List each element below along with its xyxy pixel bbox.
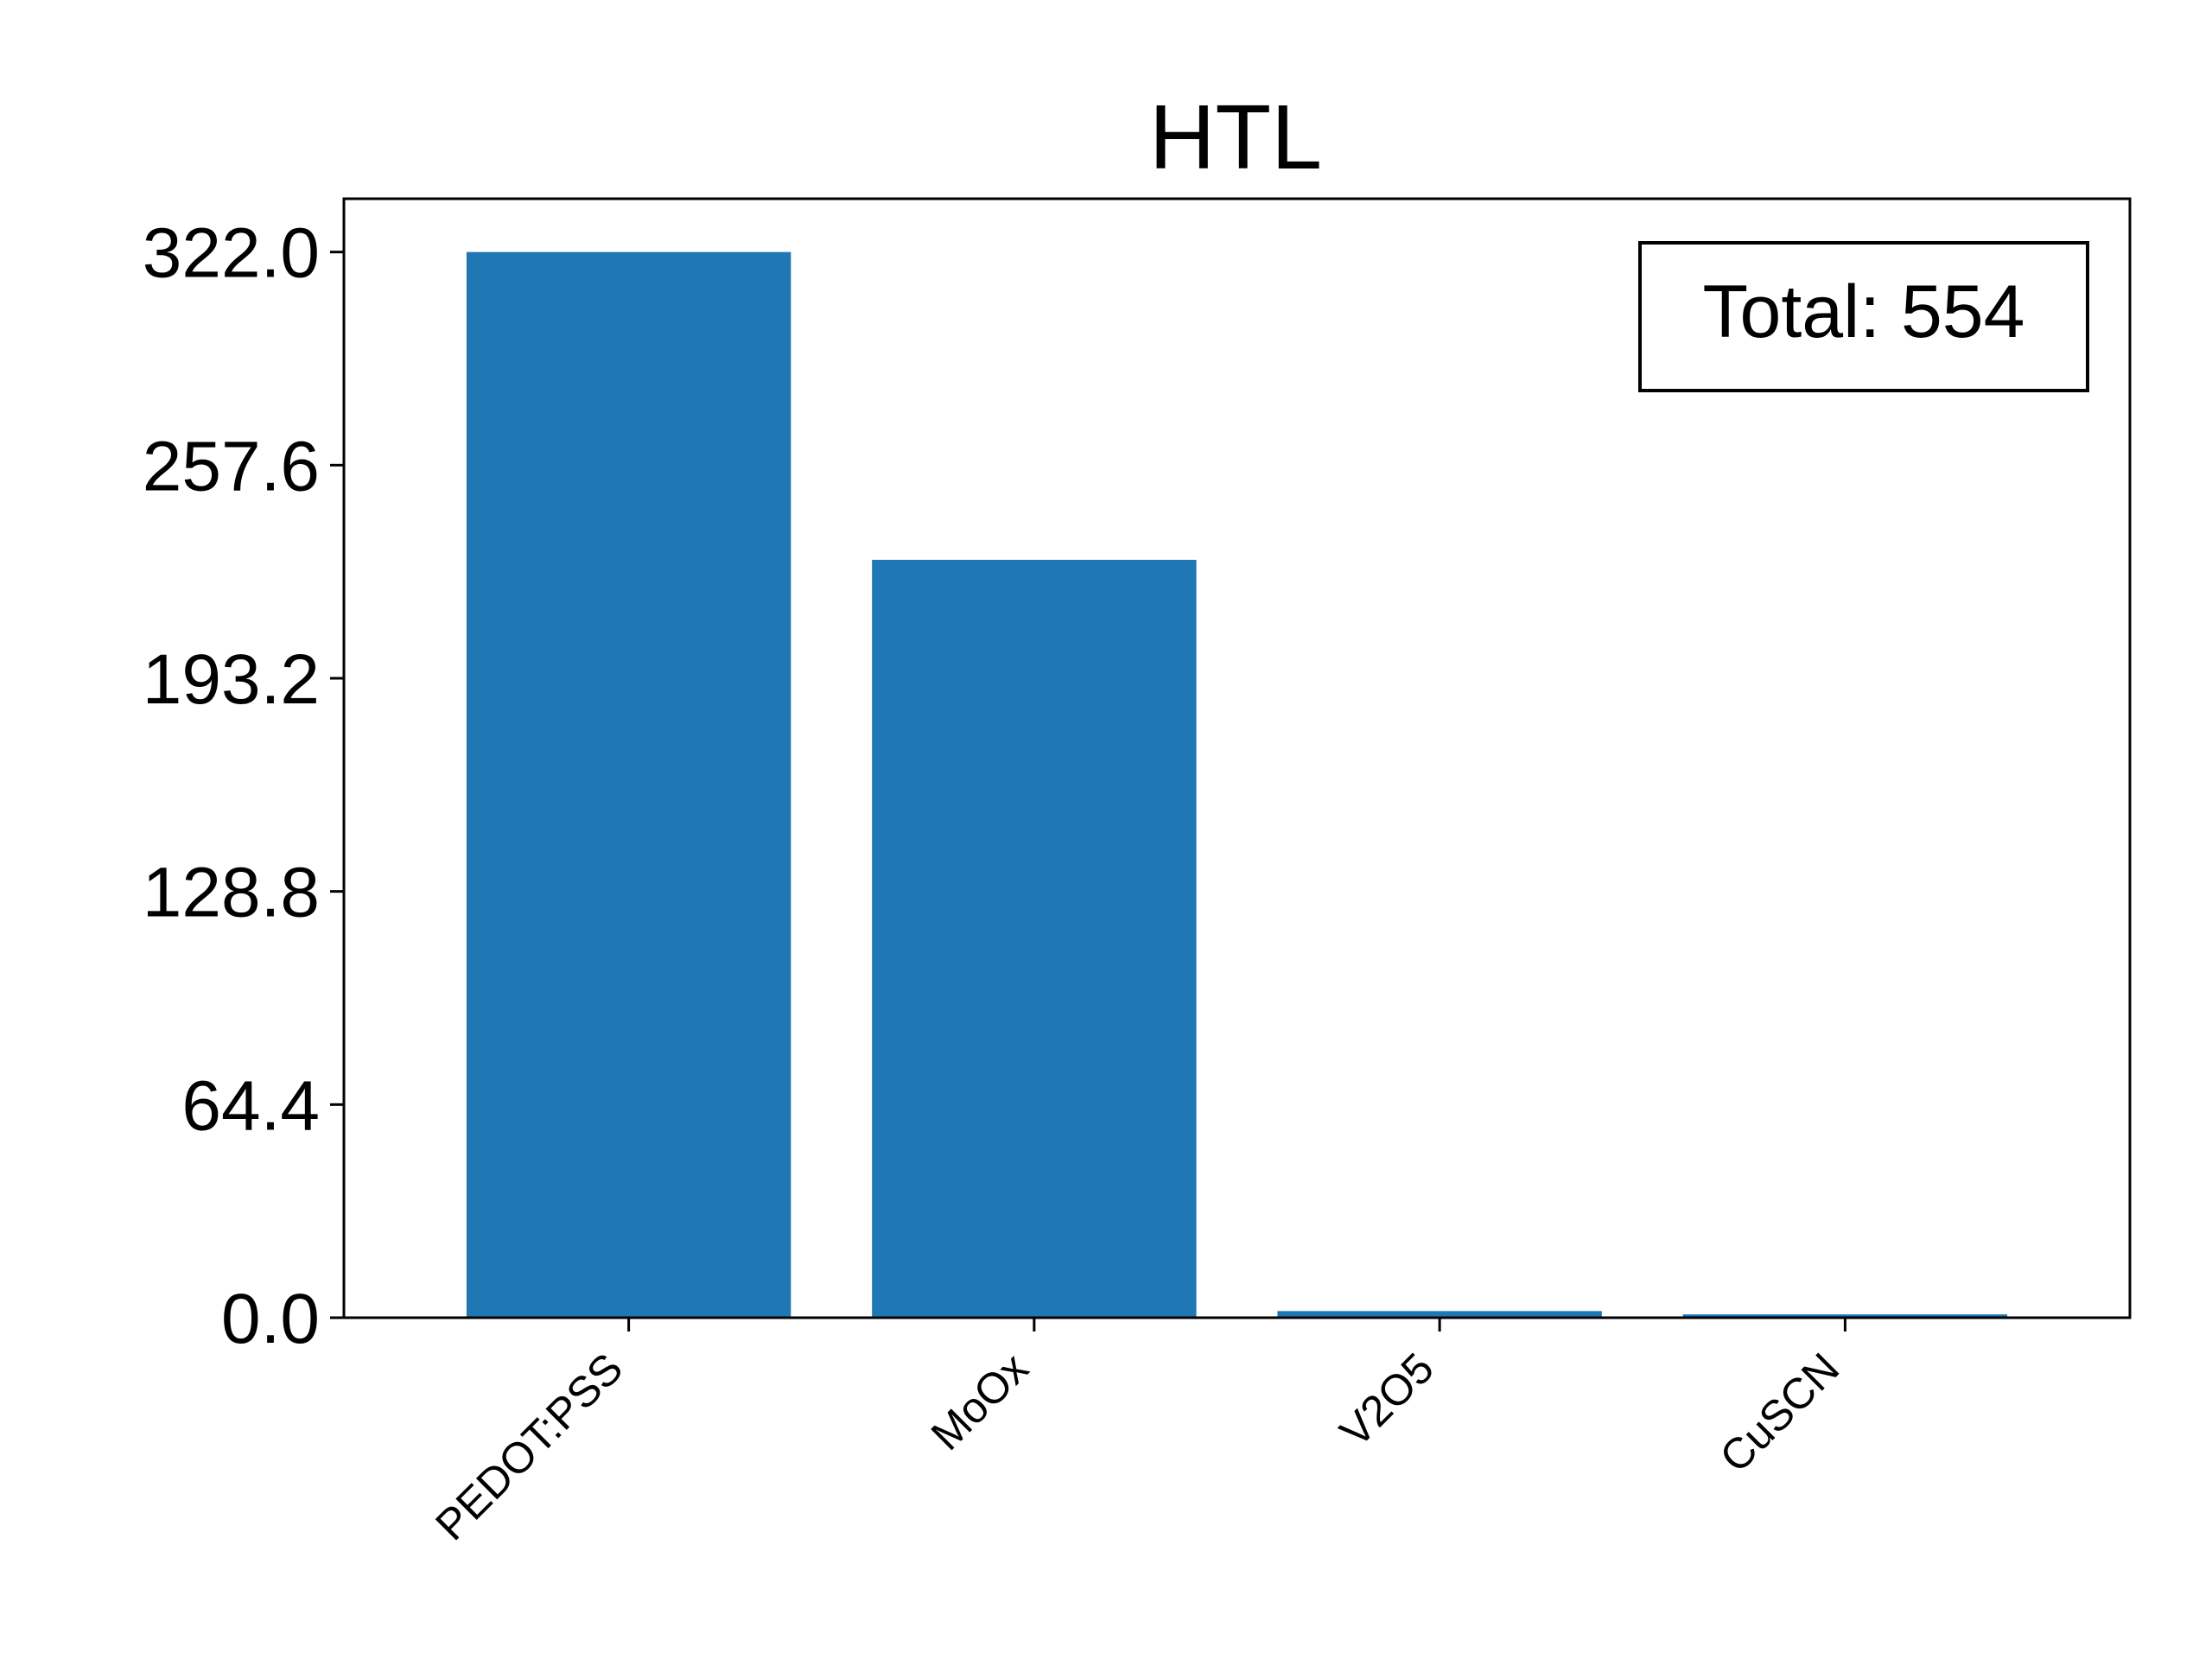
- plot-frame: [342, 197, 2132, 1319]
- y-tick-label: 257.6: [143, 427, 320, 505]
- y-tick-label: 128.8: [143, 854, 320, 932]
- total-annotation-box: [1638, 241, 2089, 392]
- y-axis: 0.0 64.4 128.8 193.2 257.6 322.0: [143, 214, 344, 1358]
- total-annotation: Total: 554: [1638, 241, 2089, 392]
- y-tick-label: 0.0: [221, 1280, 320, 1358]
- bar-pedot-pss: [466, 251, 791, 1319]
- bar-v2o5: [1277, 1311, 1602, 1318]
- total-annotation-text: Total: 554: [1703, 270, 2025, 353]
- bar-moox: [872, 559, 1197, 1318]
- y-tick-label: 322.0: [143, 214, 320, 293]
- chart-title: HTL: [1149, 86, 1322, 188]
- y-tick-label: 193.2: [143, 640, 320, 719]
- bars-group: [466, 251, 2008, 1319]
- y-tick-label: 64.4: [181, 1066, 320, 1145]
- bar-cuscn: [1682, 1314, 2008, 1318]
